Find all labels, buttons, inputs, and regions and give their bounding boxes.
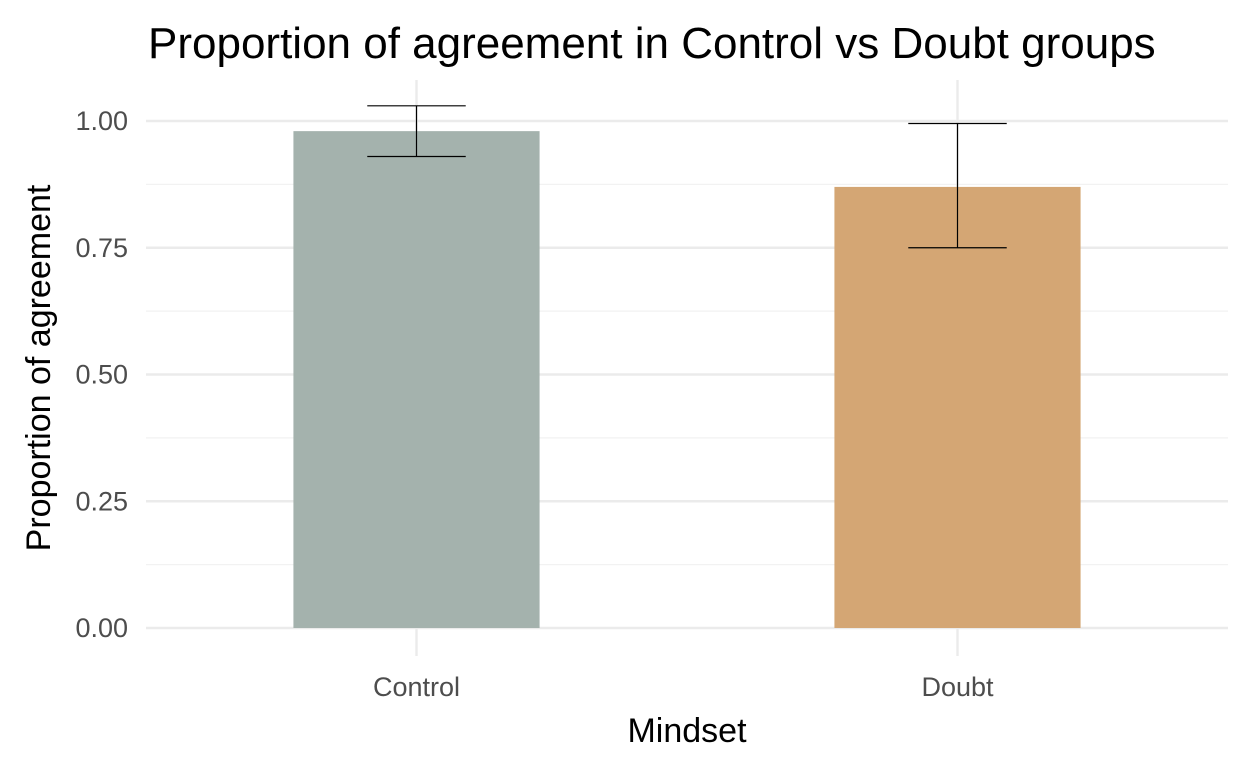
- error-bar-control: [367, 105, 466, 158]
- x-axis-ticks: Control Doubt: [373, 672, 994, 702]
- y-tick-label: 0.75: [75, 233, 128, 263]
- error-bar-doubt: [908, 122, 1007, 249]
- x-axis-title: Mindset: [627, 712, 747, 750]
- error-bars: [367, 105, 1007, 249]
- y-tick-label: 0.50: [75, 360, 128, 390]
- bar-control: [293, 131, 540, 628]
- bar-doubt: [834, 186, 1081, 628]
- x-tick-label: Doubt: [921, 672, 994, 702]
- y-axis-ticks: 0.00 0.25 0.50 0.75 1.00: [75, 106, 128, 643]
- y-tick-label: 0.25: [75, 486, 128, 516]
- x-tick-label: Control: [373, 672, 460, 702]
- y-tick-label: 1.00: [75, 106, 128, 136]
- bars: [293, 131, 1081, 628]
- y-axis-title: Proportion of agreement: [20, 184, 58, 551]
- chart-title: Proportion of agreement in Control vs Do…: [148, 19, 1156, 68]
- y-tick-label: 0.00: [75, 613, 128, 643]
